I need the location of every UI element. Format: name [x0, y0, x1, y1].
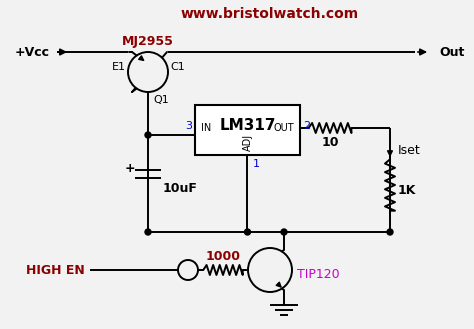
Circle shape [145, 229, 151, 235]
Text: 1K: 1K [398, 184, 416, 196]
Text: MJ2955: MJ2955 [122, 36, 174, 48]
Text: +Vcc: +Vcc [15, 45, 49, 59]
Circle shape [248, 248, 292, 292]
Text: 10: 10 [321, 136, 339, 148]
Text: Iset: Iset [398, 143, 421, 157]
Text: OUT: OUT [273, 123, 294, 133]
Text: IN: IN [201, 123, 211, 133]
Text: +: + [125, 162, 135, 174]
Circle shape [178, 260, 198, 280]
Text: 1000: 1000 [206, 249, 240, 263]
Circle shape [128, 52, 168, 92]
Text: Q1: Q1 [153, 95, 169, 105]
Text: Out: Out [439, 45, 465, 59]
Text: 1: 1 [253, 159, 259, 169]
Circle shape [145, 132, 151, 138]
Text: ADJ: ADJ [243, 134, 253, 151]
Circle shape [281, 229, 287, 235]
Text: www.bristolwatch.com: www.bristolwatch.com [181, 7, 359, 21]
Text: 10uF: 10uF [163, 182, 198, 194]
Text: HIGH EN: HIGH EN [26, 264, 85, 276]
Bar [195, 105, 300, 155]
Circle shape [245, 229, 250, 235]
Text: 2: 2 [303, 121, 310, 131]
Circle shape [387, 229, 393, 235]
Text: E1: E1 [112, 62, 126, 72]
Text: LM317: LM317 [219, 117, 276, 133]
Text: C1: C1 [170, 62, 185, 72]
Text: 3: 3 [185, 121, 192, 131]
Text: TIP120: TIP120 [297, 268, 340, 282]
